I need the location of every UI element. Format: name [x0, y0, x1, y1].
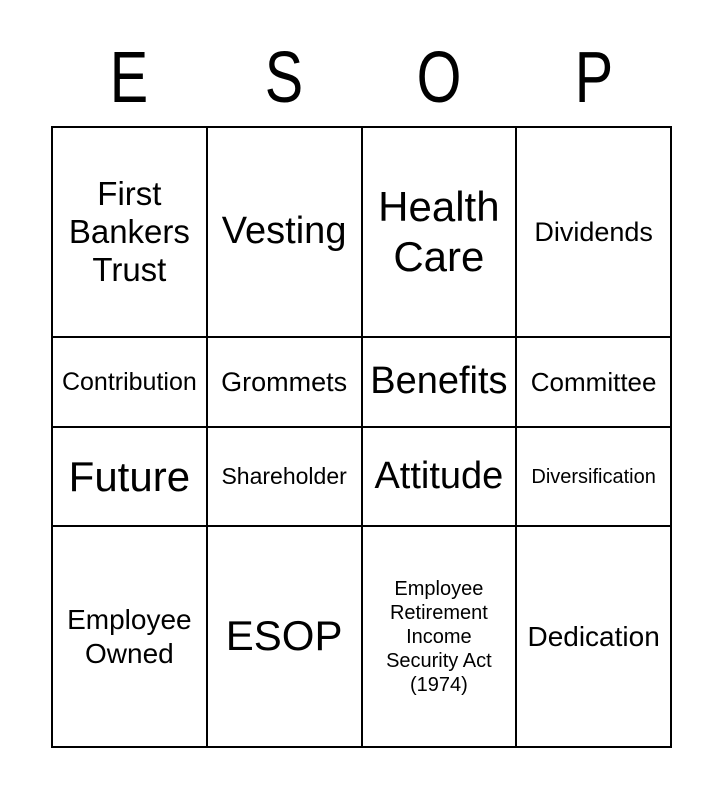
cell-label: Health Care [378, 182, 500, 280]
bingo-cell-r4c1[interactable]: Employee Owned [51, 525, 208, 748]
cell-label: Committee [530, 366, 657, 397]
cell-label: First Bankers Trust [68, 175, 190, 288]
bingo-cell-r1c1[interactable]: First Bankers Trust [51, 126, 208, 338]
bingo-cell-r1c2[interactable]: Vesting [205, 126, 363, 338]
cell-label: ESOP [225, 612, 343, 660]
bingo-cell-r3c1[interactable]: Future [51, 426, 208, 528]
title-letter-e: E [109, 38, 148, 118]
cell-label: Employee Owned [67, 603, 192, 669]
bingo-row-3: Future Shareholder Attitude Diversificat… [51, 426, 672, 528]
bingo-grid: First Bankers Trust Vesting Health Care … [51, 126, 672, 748]
cell-label: Attitude [374, 454, 504, 497]
bingo-row-2: Contribution Grommets Benefits Committee [51, 335, 672, 429]
bingo-cell-r4c2[interactable]: ESOP [205, 525, 363, 748]
title-letter-s: S [264, 38, 304, 118]
bingo-cell-r3c3[interactable]: Attitude [360, 426, 518, 528]
cell-label: Grommets [221, 366, 348, 397]
bingo-cell-r1c4[interactable]: Dividends [515, 126, 672, 338]
bingo-title: E S O P [51, 0, 672, 126]
title-letter-o: O [416, 38, 462, 118]
bingo-cell-r3c2[interactable]: Shareholder [205, 426, 363, 528]
bingo-cell-r1c3[interactable]: Health Care [360, 126, 518, 338]
bingo-cell-r2c4[interactable]: Committee [515, 335, 672, 429]
bingo-cell-r4c3[interactable]: Employee Retirement Income Security Act … [360, 525, 518, 748]
cell-label: Vesting [221, 210, 347, 253]
bingo-cell-r2c3[interactable]: Benefits [360, 335, 518, 429]
cell-label: Dividends [534, 216, 653, 247]
cell-label: Dedication [527, 620, 660, 652]
cell-label: Diversification [531, 465, 656, 488]
bingo-row-1: First Bankers Trust Vesting Health Care … [51, 126, 672, 338]
bingo-cell-r2c2[interactable]: Grommets [205, 335, 363, 429]
cell-label: Shareholder [221, 462, 347, 489]
bingo-cell-r2c1[interactable]: Contribution [51, 335, 208, 429]
bingo-cell-r4c4[interactable]: Dedication [515, 525, 672, 748]
title-letter-p: P [575, 38, 614, 118]
cell-label: Benefits [370, 360, 508, 403]
cell-label: Employee Retirement Income Security Act … [386, 577, 492, 696]
bingo-cell-r3c4[interactable]: Diversification [515, 426, 672, 528]
cell-label: Contribution [61, 368, 197, 397]
cell-label: Future [68, 452, 191, 500]
bingo-row-4: Employee Owned ESOP Employee Retirement … [51, 525, 672, 748]
